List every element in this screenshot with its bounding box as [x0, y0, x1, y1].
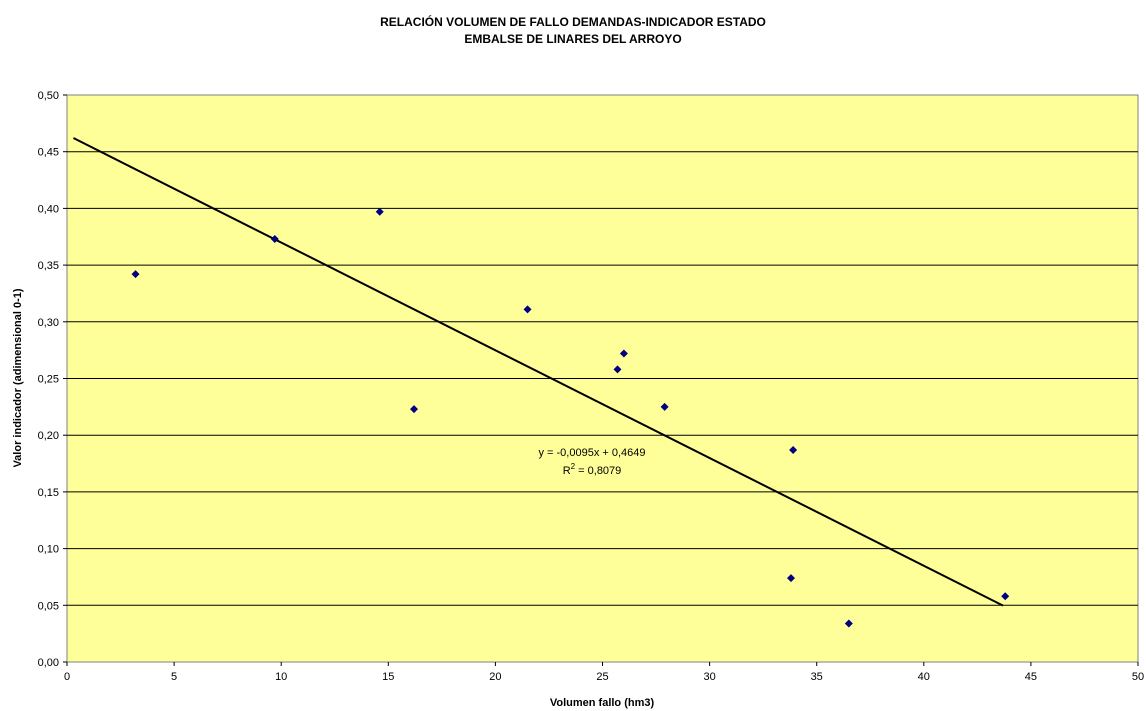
x-tick-label: 10 — [275, 671, 287, 683]
data-points — [131, 207, 1010, 628]
x-tick-label: 0 — [64, 671, 70, 683]
y-tick-label: 0,40 — [38, 203, 59, 215]
data-point — [786, 574, 795, 583]
x-tick-label: 25 — [596, 671, 608, 683]
data-point — [1001, 592, 1010, 601]
x-tick-label: 5 — [171, 671, 177, 683]
y-tick-label: 0,25 — [38, 374, 59, 386]
y-tick-label: 0,05 — [38, 600, 59, 612]
y-tick-label: 0,00 — [38, 657, 59, 669]
data-point — [844, 619, 853, 628]
x-tick-label: 15 — [382, 671, 394, 683]
chart-subtitle: EMBALSE DE LINARES DEL ARROYO — [464, 32, 681, 46]
data-point — [375, 207, 384, 216]
data-point — [270, 235, 279, 244]
x-axis-label: Volumen fallo (hm3) — [550, 697, 655, 709]
x-tick-label: 45 — [1025, 671, 1037, 683]
data-point — [613, 365, 622, 374]
data-point — [789, 445, 798, 454]
x-tick-label: 50 — [1132, 671, 1144, 683]
x-axis-ticks: 0 5 10 15 20 25 30 35 40 45 50 — [64, 662, 1144, 683]
data-point — [619, 349, 628, 358]
x-tick-label: 20 — [489, 671, 501, 683]
y-tick-label: 0,20 — [38, 430, 59, 442]
y-axis-ticks: 0,00 0,05 0,10 0,15 0,20 0,25 0,30 0,35 0,40 0,45… — [38, 90, 67, 669]
y-tick-label: 0,30 — [38, 317, 59, 329]
x-tick-label: 30 — [703, 671, 715, 683]
data-point — [410, 405, 419, 414]
trendline-equation: y = -0,0095x + 0,4649 — [538, 447, 645, 459]
chart-title: RELACIÓN VOLUMEN DE FALLO DEMANDAS-INDIC… — [380, 14, 766, 29]
y-tick-label: 0,15 — [38, 487, 59, 499]
y-tick-label: 0,50 — [38, 90, 59, 102]
x-tick-label: 40 — [918, 671, 930, 683]
data-point — [523, 305, 532, 314]
trendline — [72, 137, 1004, 607]
data-point — [131, 270, 140, 279]
y-axis-label: Valor indicador (adimensional 0-1) — [12, 288, 24, 467]
x-tick-label: 35 — [811, 671, 823, 683]
y-tick-label: 0,10 — [38, 544, 59, 556]
data-point — [660, 402, 669, 411]
grid-lines — [67, 151, 1138, 606]
y-tick-label: 0,35 — [38, 260, 59, 272]
y-tick-label: 0,45 — [38, 147, 59, 159]
trendline-r2: R2 = 0,8079 — [563, 462, 622, 477]
